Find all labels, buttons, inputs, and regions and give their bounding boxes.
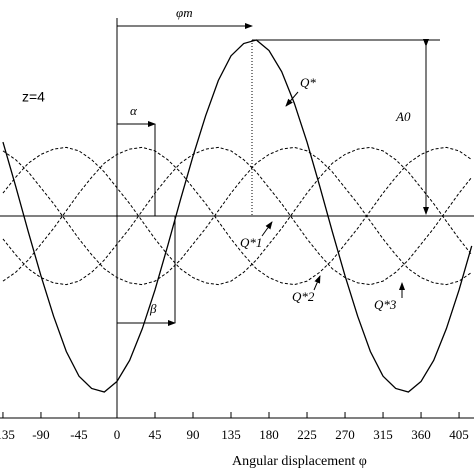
- x-tick-label: 270: [335, 427, 355, 442]
- series-line: [2, 146, 473, 286]
- x-tick-label: 90: [186, 427, 199, 442]
- series-label: Q*1: [240, 235, 262, 250]
- annotation: β: [149, 301, 157, 316]
- series-label: Q*3: [374, 297, 397, 312]
- x-tick-label: 180: [259, 427, 279, 442]
- annotation: z=4: [22, 89, 45, 105]
- series-line: [2, 146, 473, 286]
- x-tick-label: 360: [411, 427, 431, 442]
- series-label: Q*2: [292, 289, 315, 304]
- x-tick-label: 45: [148, 427, 161, 442]
- series-line: [2, 146, 473, 286]
- series-line: [2, 39, 473, 393]
- series-label: Q*: [300, 75, 316, 90]
- x-tick-label: 0: [114, 427, 121, 442]
- pointer: [313, 275, 321, 291]
- x-tick-label: 225: [297, 427, 317, 442]
- x-axis-label: Angular displacement φ: [232, 454, 367, 469]
- x-tick-label: 405: [449, 427, 469, 442]
- x-tick-label: -135: [0, 427, 15, 442]
- x-tick-label: -45: [70, 427, 87, 442]
- annotation: A0: [395, 109, 411, 124]
- x-tick-label: 135: [221, 427, 241, 442]
- annotation: α: [130, 103, 138, 118]
- x-tick-label: 315: [373, 427, 393, 442]
- series-line: [2, 146, 473, 286]
- pointer: [261, 221, 273, 237]
- x-tick-label: -90: [32, 427, 49, 442]
- annotation: φm: [176, 5, 193, 20]
